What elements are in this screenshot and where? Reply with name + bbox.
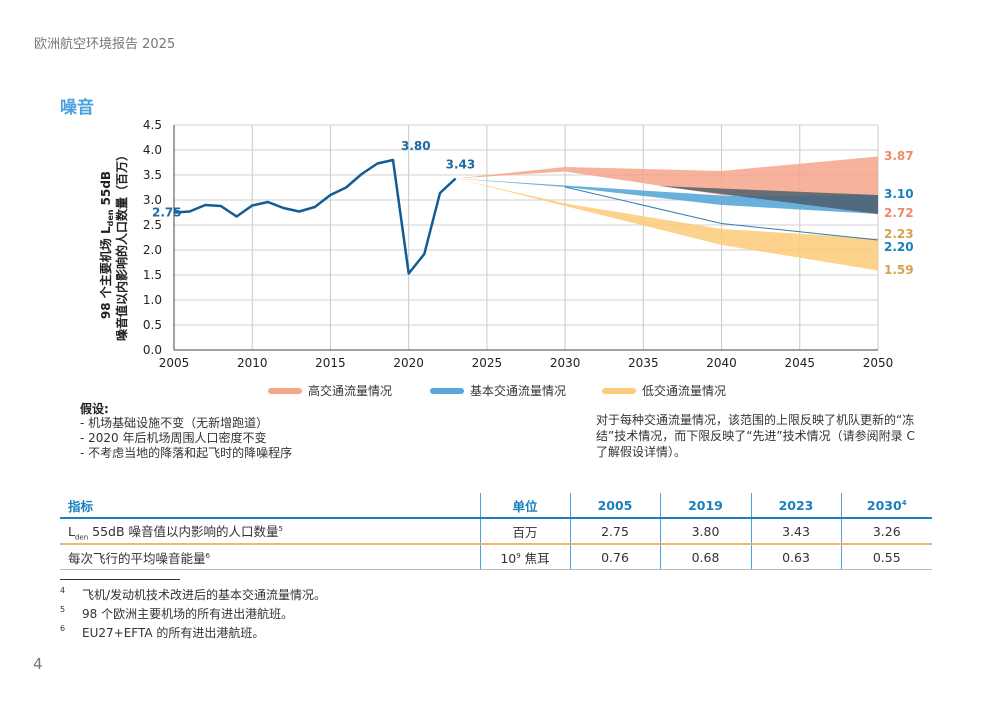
assumption-item: - 不考虑当地的降落和起飞时的降噪程序: [80, 446, 293, 460]
header-2005: 2005: [569, 493, 660, 519]
table-row: 每次飞行的平均噪音能量6 109 焦耳 0.76 0.68 0.63 0.55: [60, 544, 932, 570]
footnote-divider: [60, 579, 180, 580]
value-cell: 3.80: [659, 518, 751, 545]
report-header: 欧洲航空环境报告 2025: [34, 37, 176, 52]
y-tick-label: 0.0: [143, 343, 162, 357]
indicator-table: 指标 单位 2005 2019 2023 20304 Lden 55dB 噪音值…: [60, 493, 932, 570]
y-tick-label: 0.5: [143, 318, 162, 332]
end-value-label: 3.87: [884, 149, 914, 163]
band-low: [455, 178, 878, 271]
table-header-row: 指标 单位 2005 2019 2023 20304: [60, 493, 932, 519]
assumption-item: - 机场基础设施不变（无新增跑道）: [80, 416, 269, 430]
data-label: 2.75: [152, 206, 182, 220]
y-tick-label: 3.0: [143, 193, 162, 207]
value-cell: 0.63: [750, 544, 841, 570]
legend-item-base: 基本交通流量情况: [430, 382, 566, 399]
legend-label-low: 低交通流量情况: [642, 384, 727, 398]
header-2019: 2019: [659, 493, 751, 519]
value-cell: 0.55: [840, 544, 932, 570]
base-lower-edge: [564, 186, 879, 241]
legend-swatch-high: [268, 387, 302, 394]
legend-swatch-base: [430, 387, 464, 394]
end-value-label: 2.72: [884, 206, 914, 220]
value-cell: 3.43: [750, 518, 841, 545]
noise-chart: 2005 2010 2015 2020 2025 2030 2035 2040 2045 2050…: [98, 118, 914, 370]
x-tick-label: 2050: [863, 356, 894, 370]
section-title: 噪音: [60, 98, 94, 118]
value-cell: 2.75: [569, 518, 660, 545]
y-tick-label: 4.0: [143, 143, 162, 157]
page-number: 4: [33, 655, 43, 673]
legend-label-high: 高交通流量情况: [308, 384, 393, 398]
table-row: Lden 55dB 噪音值以内影响的人口数量5 百万 2.75 3.80 3.4…: [60, 518, 932, 545]
assumptions-list: - 机场基础设施不变（无新增跑道） - 2020 年后机场周围人口密度不变 - …: [80, 416, 292, 461]
x-tick-label: 2035: [628, 356, 659, 370]
value-cell: 0.76: [569, 544, 660, 570]
indicator-name: Lden 55dB 噪音值以内影响的人口数量5: [60, 518, 480, 545]
x-tick-label: 2040: [706, 356, 737, 370]
indicator-name: 每次飞行的平均噪音能量6: [60, 544, 480, 570]
y-axis-label-line2: 噪音值以内影响的人口数量（百万）: [114, 149, 129, 341]
x-tick-label: 2025: [472, 356, 503, 370]
data-label: 3.80: [401, 139, 431, 153]
scenario-note: 对于每种交通流量情况，该范围的上限反映了机队更新的“冻结”技术情况，而下限反映了…: [596, 413, 915, 459]
footnote-6: 6 EU27+EFTA 的所有进出港航班。: [60, 624, 265, 640]
legend-item-high: 高交通流量情况: [268, 382, 392, 399]
header-indicator: 指标: [60, 493, 480, 519]
band-overlap: [658, 186, 878, 214]
end-value-label: 3.10: [884, 187, 914, 201]
y-tick-label: 2.5: [143, 218, 162, 232]
assumptions-title: 假设:: [80, 402, 109, 416]
value-cell: 0.68: [659, 544, 751, 570]
x-tick-label: 2030: [550, 356, 581, 370]
header-2030: 20304: [840, 493, 932, 519]
x-tick-label: 2005: [159, 356, 190, 370]
unit-cell: 109 焦耳: [479, 544, 570, 570]
y-tick-label: 3.5: [143, 168, 162, 182]
legend-item-low: 低交通流量情况: [602, 382, 726, 399]
x-tick-label: 2015: [315, 356, 346, 370]
y-tick-label: 4.5: [143, 118, 162, 132]
y-axis-label-line1: 98 个主要机场 Lden 55dB: [98, 171, 115, 319]
end-value-label: 2.20: [884, 240, 914, 254]
y-tick-label: 2.0: [143, 243, 162, 257]
band-high: [455, 156, 878, 195]
history-line: [173, 158, 457, 275]
end-value-label: 1.59: [884, 263, 914, 277]
x-tick-label: 2045: [785, 356, 816, 370]
value-cell: 3.26: [840, 518, 932, 545]
legend-label-base: 基本交通流量情况: [470, 384, 567, 398]
x-tick-label: 2020: [393, 356, 424, 370]
header-unit: 单位: [479, 493, 570, 519]
y-tick-label: 1.0: [143, 293, 162, 307]
header-2023: 2023: [750, 493, 841, 519]
y-tick-label: 1.5: [143, 268, 162, 282]
data-label: 3.43: [446, 158, 476, 172]
footnote-5: 5 98 个欧洲主要机场的所有进出港航班。: [60, 605, 294, 621]
assumption-item: - 2020 年后机场周围人口密度不变: [80, 431, 267, 445]
legend-swatch-low: [602, 387, 636, 394]
x-tick-label: 2010: [237, 356, 268, 370]
end-value-label: 2.23: [884, 227, 914, 241]
footnote-4: 4 飞机/发动机技术改进后的基本交通流量情况。: [60, 586, 327, 602]
unit-cell: 百万: [479, 518, 570, 545]
band-base: [455, 178, 878, 214]
